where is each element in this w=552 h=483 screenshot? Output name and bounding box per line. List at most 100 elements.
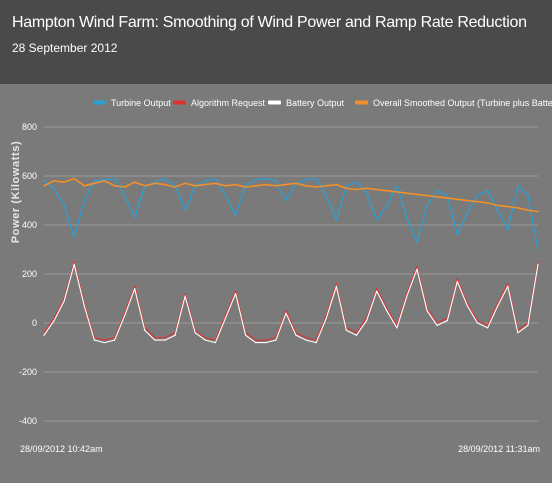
data-point: [436, 322, 438, 324]
data-point: [315, 186, 317, 188]
data-point: [144, 185, 146, 187]
data-point: [517, 332, 519, 334]
data-point: [355, 334, 358, 336]
chart-title: Hampton Wind Farm: Smoothing of Wind Pow…: [12, 14, 527, 31]
data-point: [53, 317, 55, 319]
data-point: [486, 190, 489, 192]
legend-label: Turbine Output: [111, 98, 171, 108]
series-line-battery-output: [43, 263, 539, 344]
data-point: [295, 182, 297, 184]
legend-swatch: [355, 100, 368, 105]
data-point: [486, 202, 489, 204]
data-point: [466, 305, 469, 307]
data-point: [134, 181, 136, 183]
data-point: [224, 185, 227, 187]
gridlines: [44, 126, 538, 422]
data-point: [255, 185, 257, 187]
data-point: [305, 179, 307, 181]
data-point: [376, 188, 378, 191]
data-point: [426, 204, 428, 206]
data-point: [497, 305, 499, 307]
data-point: [63, 300, 65, 302]
data-point: [194, 185, 196, 187]
data-point: [144, 329, 146, 331]
data-point: [204, 339, 206, 341]
data-point: [93, 182, 96, 184]
data-point: [295, 334, 297, 336]
data-point: [436, 196, 438, 198]
y-tick-label: -400: [19, 416, 37, 426]
data-point: [507, 206, 509, 208]
data-point: [214, 177, 216, 180]
legend-swatch: [268, 100, 281, 105]
data-point: [164, 337, 166, 339]
data-point: [335, 285, 337, 287]
data-point: [83, 185, 85, 187]
legend-label: Algorithm Request: [191, 98, 266, 108]
data-point: [325, 195, 327, 197]
data-point: [134, 285, 136, 287]
data-point: [265, 339, 267, 341]
data-point: [325, 185, 327, 187]
data-point: [416, 268, 418, 270]
data-point: [234, 183, 237, 186]
data-point: [154, 339, 156, 341]
data-point: [345, 329, 348, 331]
data-point: [83, 199, 85, 202]
x-end-label: 28/09/2012 11:31am: [458, 444, 540, 454]
data-point: [154, 337, 156, 339]
data-point: [73, 236, 75, 238]
data-point: [285, 199, 287, 202]
data-point: [214, 339, 216, 341]
data-point: [224, 317, 227, 319]
data-point: [295, 332, 297, 334]
data-point: [456, 278, 458, 280]
data-point: [315, 342, 317, 344]
data-point: [73, 261, 75, 263]
data-point: [396, 191, 398, 193]
data-point: [154, 181, 156, 183]
y-tick-label: 0: [32, 318, 37, 328]
data-point: [497, 302, 499, 304]
data-point: [497, 204, 499, 206]
data-point: [103, 339, 106, 341]
data-point: [224, 195, 227, 197]
data-point: [507, 285, 509, 287]
data-point: [366, 319, 368, 322]
data-point: [416, 266, 418, 268]
data-point: [184, 209, 186, 211]
y-tick-labels: 800 600 400 200 0 -200 -400: [19, 122, 37, 426]
data-point: [184, 182, 186, 184]
data-point: [43, 334, 45, 336]
series-lines: [43, 177, 539, 344]
data-point: [497, 209, 499, 211]
data-point: [466, 212, 469, 214]
data-point: [53, 187, 55, 189]
data-point: [345, 187, 348, 189]
data-point: [285, 183, 287, 186]
data-point: [124, 186, 126, 188]
y-axis-title: Power (Kilowatts): [10, 141, 22, 244]
data-point: [93, 180, 96, 182]
data-point: [113, 339, 116, 341]
data-point: [436, 324, 438, 327]
data-point: [265, 177, 267, 180]
data-point: [255, 342, 257, 344]
data-point: [406, 192, 408, 194]
data-point: [376, 219, 378, 221]
data-point: [315, 177, 317, 180]
data-point: [214, 342, 216, 344]
chart-header: Hampton Wind Farm: Smoothing of Wind Pow…: [0, 0, 552, 84]
data-point: [265, 342, 267, 344]
data-point: [204, 183, 206, 186]
data-point: [103, 179, 106, 181]
data-point: [335, 219, 337, 221]
x-start-label: 28/09/2012 10:42am: [20, 444, 103, 454]
data-point: [476, 322, 479, 324]
data-point: [426, 195, 428, 197]
data-point: [93, 339, 96, 341]
y-tick-label: 800: [22, 122, 37, 132]
data-point: [194, 332, 196, 334]
data-point: [376, 290, 378, 292]
data-point: [275, 180, 277, 182]
